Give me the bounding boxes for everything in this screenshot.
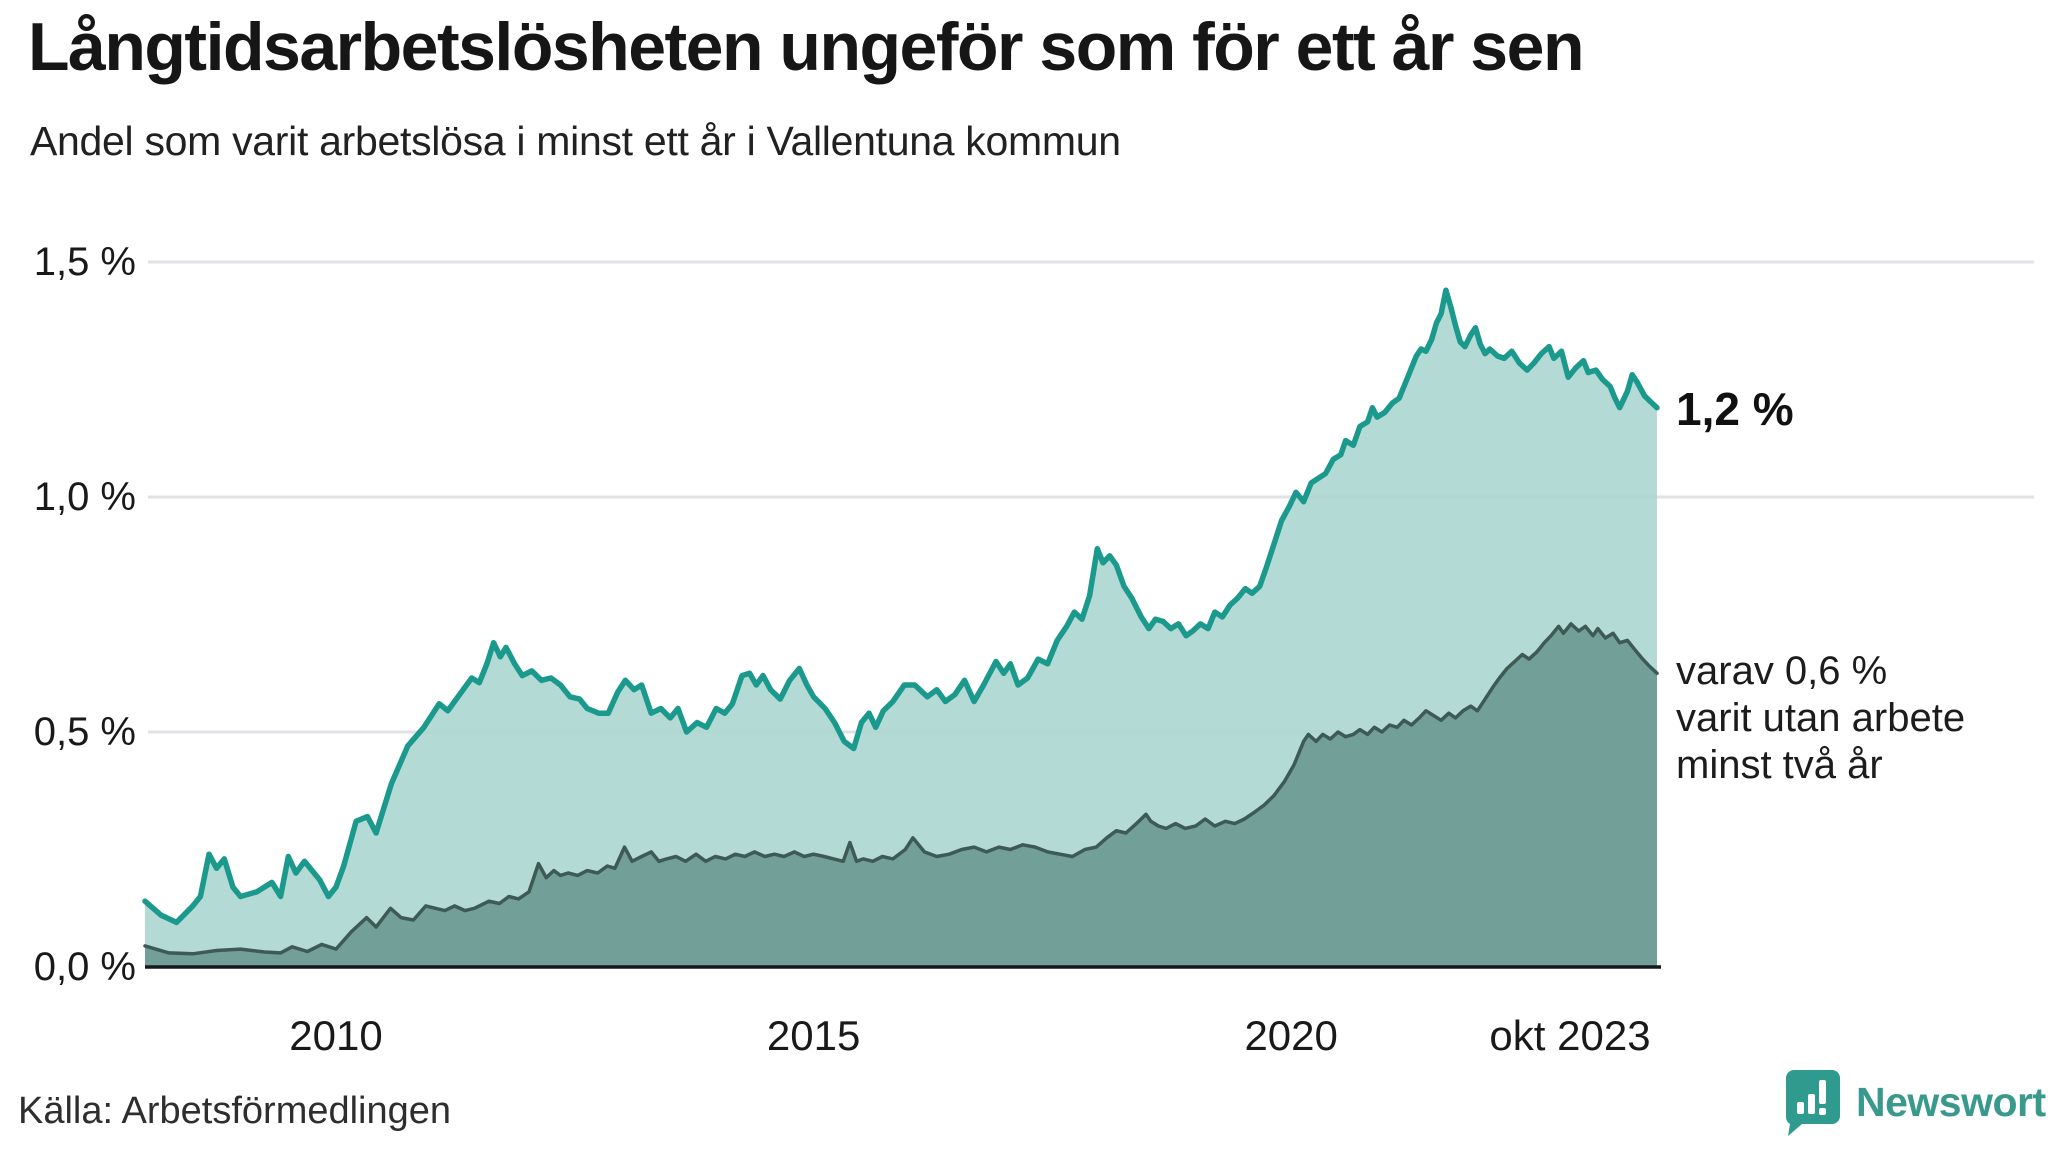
y-tick-0,5%: 0,5 %: [33, 710, 136, 754]
y-tick-1,0%: 1,0 %: [33, 475, 136, 519]
annotation-line-2: varit utan arbete: [1676, 696, 1966, 740]
logo-wordmark: Newsworthy: [1856, 1078, 2048, 1125]
x-tick-okt-2023: okt 2023: [1489, 1012, 1651, 1059]
area-fill-two-year: [145, 623, 1657, 967]
newsworthy-logo: Newsworthy: [1784, 1066, 2048, 1138]
line-one-year: [142, 287, 1660, 926]
x-tick-2015: 2015: [766, 1012, 861, 1059]
x-tick-2010: 2010: [289, 1012, 383, 1059]
line-two-year: [143, 622, 1659, 956]
annotation-line-1: varav 0,6 %: [1676, 649, 1888, 693]
secondary-series-annotation: varav 0,6 % varit utan arbete minst två …: [1676, 648, 2036, 789]
y-tick-1,5%: 1,5 %: [33, 240, 136, 284]
annotation-line-3: minst två år: [1676, 743, 1883, 787]
end-value-label: 1,2 %: [1676, 383, 1794, 435]
source-attribution: Källa: Arbetsförmedlingen: [18, 1090, 452, 1132]
y-tick-0,0%: 0,0 %: [33, 945, 136, 989]
bar-chart-speech-bubble-icon: [1785, 1070, 1840, 1136]
page-title: Långtidsarbetslösheten ungeför som för e…: [28, 9, 1584, 85]
page-subtitle: Andel som varit arbetslösa i minst ett å…: [30, 118, 1121, 164]
x-tick-2020: 2020: [1244, 1012, 1338, 1059]
